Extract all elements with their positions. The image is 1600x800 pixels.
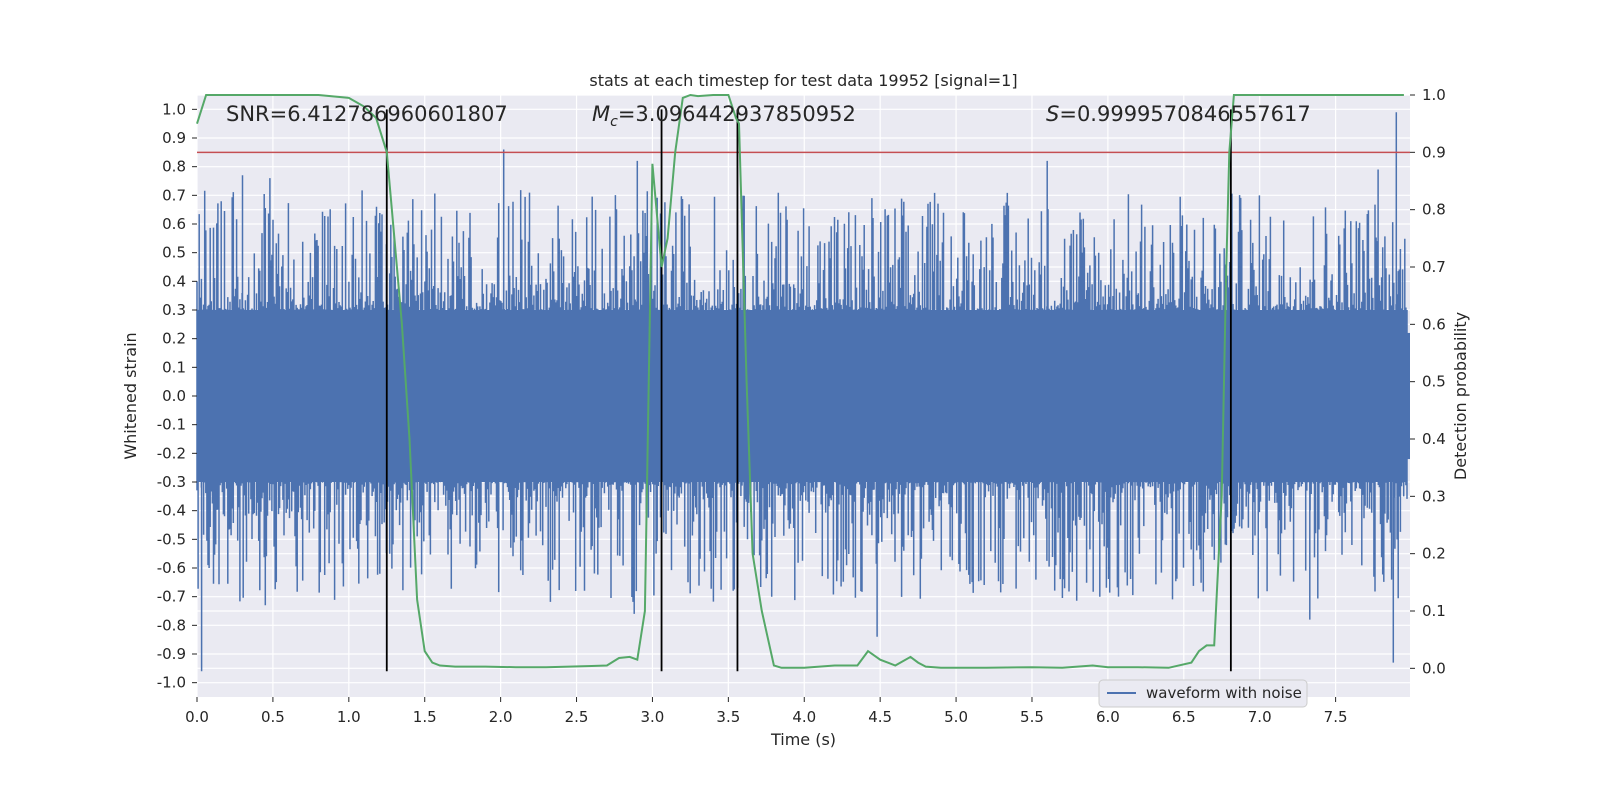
y-tick-label-left: -0.9 [157,645,186,663]
y-tick-label-left: -0.6 [157,559,186,577]
s-value: =0.9999570846557617 [1059,102,1310,126]
waveform-series [196,112,1410,672]
y-tick-label-right: 0.2 [1422,545,1446,563]
y-tick-label-left: -0.2 [157,444,186,462]
x-tick-label: 1.5 [413,708,437,726]
mc-subscript: c [610,114,618,130]
x-tick-label: 2.0 [489,708,513,726]
y-tick-label-right: 0.0 [1422,659,1446,677]
s-annotation: S=0.9999570846557617 [1046,102,1311,126]
probability-line [196,93,1404,669]
y-tick-label-left: 0.4 [162,272,186,290]
x-tick-label: 3.5 [716,708,740,726]
mc-symbol: M [592,102,610,126]
snr-annotation: SNR=6.412786960601807 [226,102,508,126]
y-tick-label-right: 0.9 [1422,143,1446,161]
y-tick-label-right: 0.1 [1422,602,1446,620]
s-symbol: S [1046,102,1059,126]
vertical-markers [385,109,1232,672]
y-axis-label-right: Detection probability [1451,312,1470,480]
y-tick-label-right: 0.4 [1422,430,1446,448]
y-tick-label-left: 0.8 [162,158,186,176]
y-tick-label-left: 0.6 [162,215,186,233]
x-tick-label: 5.5 [1020,708,1044,726]
y-tick-label-left: 0.9 [162,129,186,147]
x-tick-label: 6.0 [1096,708,1120,726]
y-tick-label-right: 0.6 [1422,315,1446,333]
x-axis-label: Time (s) [770,730,836,749]
y-tick-label-left: -0.3 [157,473,186,491]
y-axis-label-left: Whitened strain [121,332,140,459]
legend-label: waveform with noise [1146,684,1302,702]
y-tick-label-right: 0.5 [1422,373,1446,391]
legend: waveform with noise [1098,679,1308,708]
y-tick-label-left: 0.5 [162,244,186,262]
x-tick-label: 7.5 [1324,708,1348,726]
x-tick-label: 4.5 [868,708,892,726]
x-tick-label: 0.0 [185,708,209,726]
y-tick-label-left: -0.7 [157,588,186,606]
y-tick-label-left: 1.0 [162,100,186,118]
y-tick-label-left: -0.5 [157,530,186,548]
y-tick-label-left: 0.1 [162,358,186,376]
x-tick-label: 1.0 [337,708,361,726]
x-tick-label: 6.5 [1172,708,1196,726]
y-tick-label-left: -1.0 [157,674,186,692]
y-tick-label-left: 0.0 [162,387,186,405]
y-tick-label-left: 0.3 [162,301,186,319]
x-tick-label: 3.0 [641,708,665,726]
chart-title: stats at each timestep for test data 199… [589,71,1017,90]
y-tick-label-left: -0.4 [157,502,186,520]
x-tick-label: 5.0 [944,708,968,726]
tick-labels: 0.0 0.5 1.0 1.5 2.0 2.5 3.0 3.5 4.0 4.5 5.0 5.5 6.0 6… [157,86,1446,726]
waveform-core-band [197,332,1410,460]
y-tick-label-left: 0.2 [162,330,186,348]
x-tick-label: 2.5 [565,708,589,726]
y-tick-label-left: 0.7 [162,186,186,204]
x-tick-label: 0.5 [261,708,285,726]
x-tick-label: 4.0 [792,708,816,726]
y-tick-label-right: 1.0 [1422,86,1446,104]
y-tick-label-right: 0.7 [1422,258,1446,276]
legend-box [1098,679,1308,708]
y-tick-label-right: 0.3 [1422,487,1446,505]
mc-annotation: Mc=3.096442937850952 [592,102,856,130]
y-tick-label-right: 0.8 [1422,201,1446,219]
y-tick-label-left: -0.8 [157,616,186,634]
mc-value: =3.096442937850952 [618,102,856,126]
y-tick-label-left: -0.1 [157,416,186,434]
x-tick-label: 7.0 [1248,708,1272,726]
